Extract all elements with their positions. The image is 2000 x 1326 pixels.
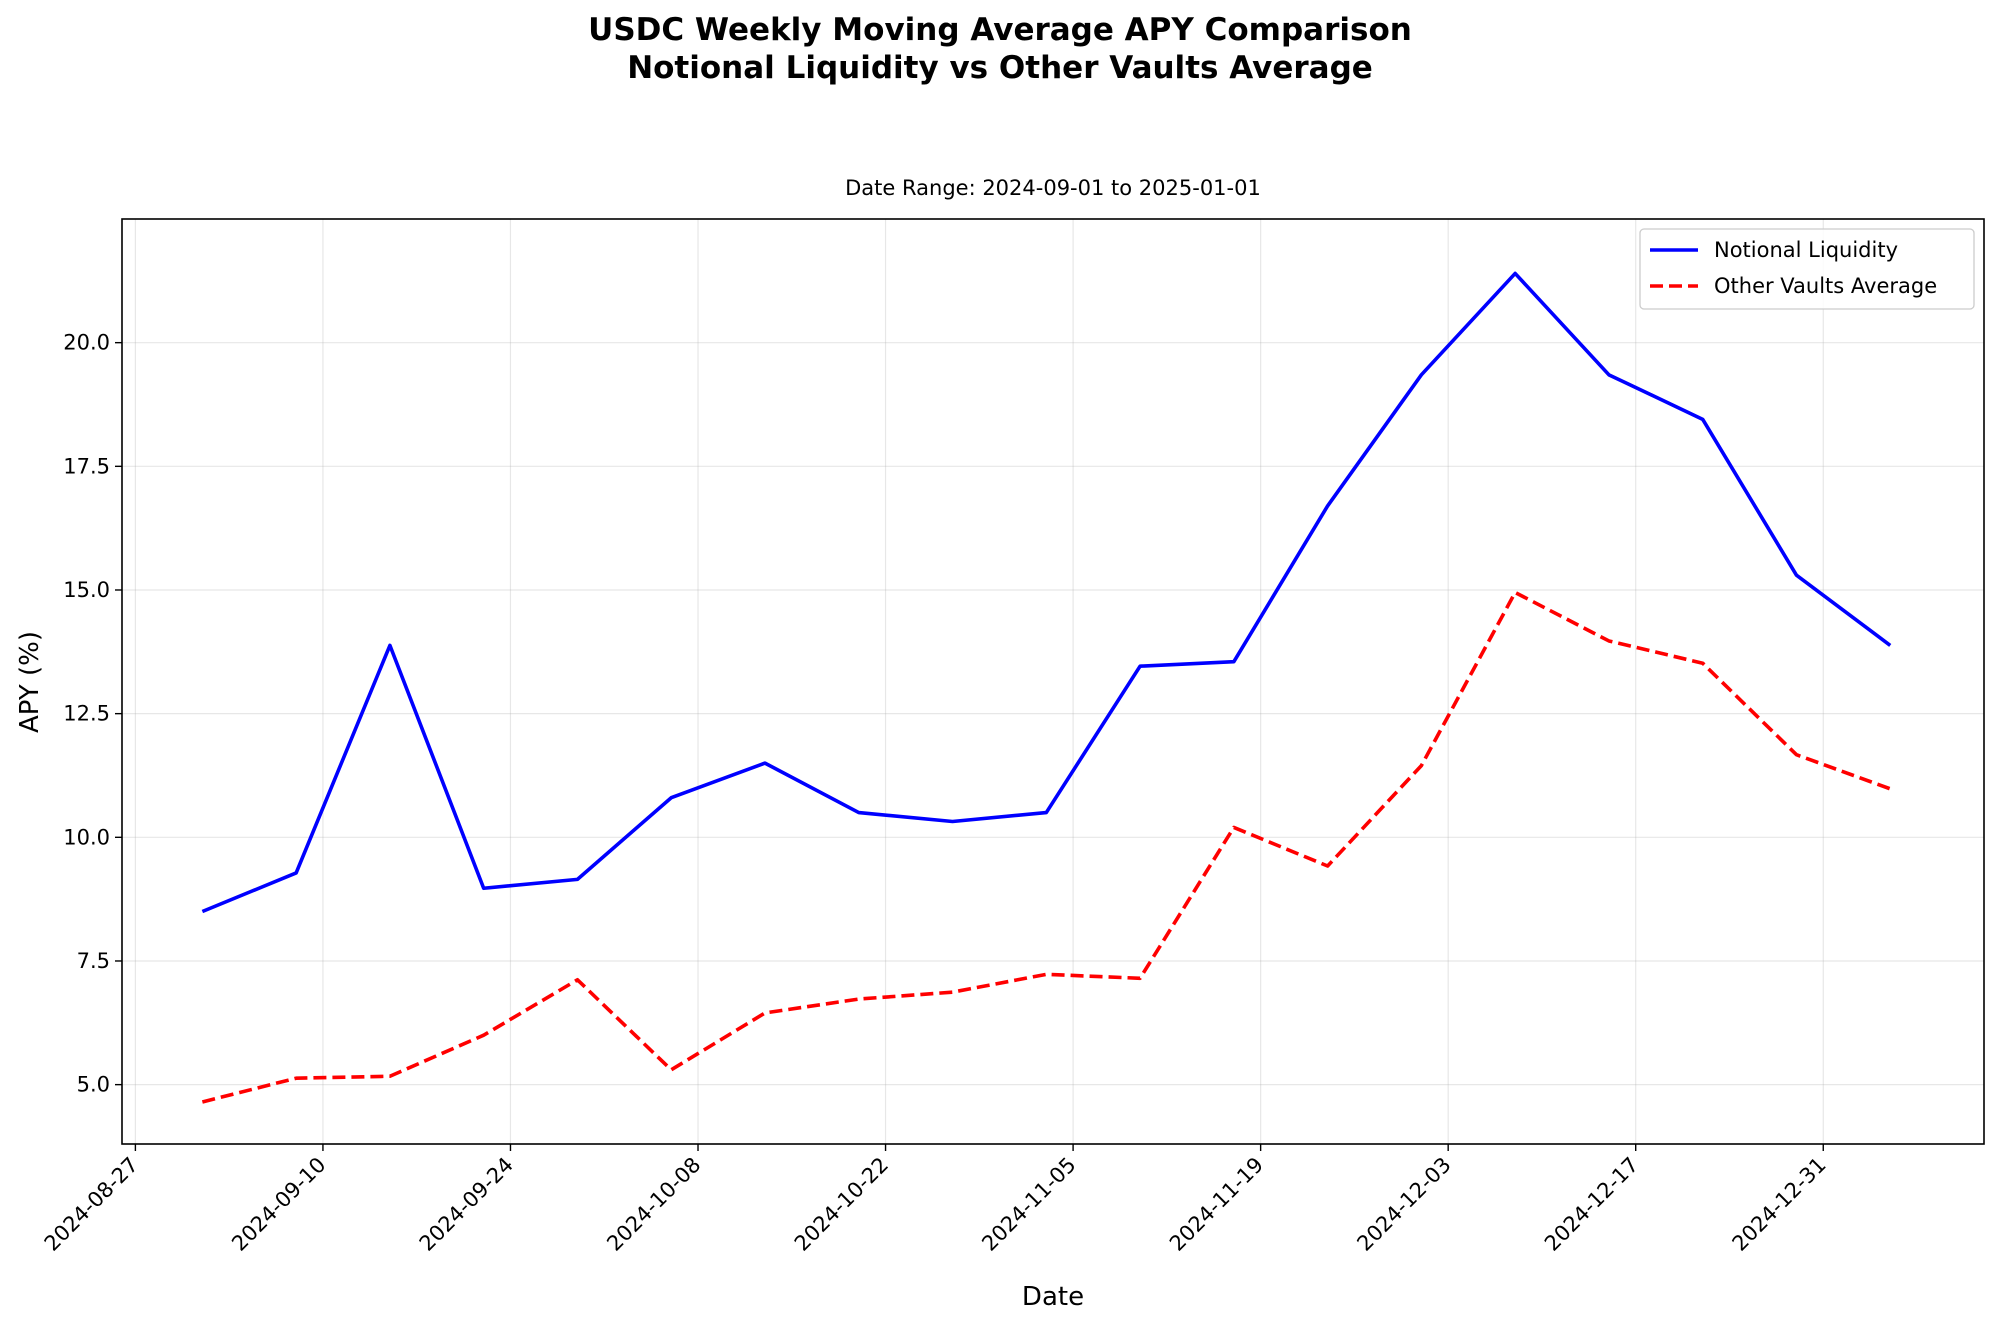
data-point-notional-liquidity [1701, 418, 1704, 421]
chart-title-line2: Notional Liquidity vs Other Vaults Avera… [627, 50, 1373, 86]
data-point-notional-liquidity [1232, 660, 1235, 663]
series-line-notional-liquidity [201, 271, 1892, 914]
data-point-other-vaults-average [576, 978, 579, 981]
legend-label-other-vaults-average: Other Vaults Average [1714, 274, 1937, 298]
data-point-other-vaults-average [201, 1100, 204, 1103]
axes-frame [121, 218, 1985, 1145]
legend-label-notional-liquidity: Notional Liquidity [1714, 238, 1898, 262]
grid-layer [122, 219, 1984, 1144]
data-point-other-vaults-average [670, 1068, 673, 1071]
data-point-other-vaults-average [763, 1011, 766, 1014]
x-axis-label: Date [1022, 1282, 1084, 1312]
data-point-other-vaults-average [1701, 662, 1704, 665]
legend: Notional Liquidity Other Vaults Average [1639, 228, 1975, 310]
data-point-other-vaults-average [1514, 591, 1517, 594]
data-point-notional-liquidity [1889, 644, 1892, 647]
data-point-notional-liquidity [857, 811, 860, 814]
data-point-notional-liquidity [482, 887, 485, 890]
data-point-other-vaults-average [857, 998, 860, 1001]
data-point-notional-liquidity [201, 910, 204, 913]
data-point-notional-liquidity [1326, 504, 1329, 507]
data-point-notional-liquidity [951, 820, 954, 823]
data-point-other-vaults-average [1326, 865, 1329, 868]
data-point-notional-liquidity [1420, 373, 1423, 376]
y-tick-label: 7.5 [77, 949, 110, 973]
data-point-notional-liquidity [576, 878, 579, 881]
chart-title: USDC Weekly Moving Average APY Compariso… [588, 12, 1412, 48]
data-point-notional-liquidity [670, 796, 673, 799]
data-point-notional-liquidity [388, 644, 391, 647]
data-point-other-vaults-average [1232, 826, 1235, 829]
data-point-other-vaults-average [295, 1077, 298, 1080]
data-point-other-vaults-average [1420, 764, 1423, 767]
y-tick-label: 10.0 [63, 825, 110, 849]
y-axis-label: APY (%) [15, 631, 45, 733]
data-point-notional-liquidity [1607, 373, 1610, 376]
y-tick-label: 5.0 [77, 1073, 110, 1097]
data-point-notional-liquidity [763, 762, 766, 765]
data-point-other-vaults-average [951, 991, 954, 994]
chart-subtitle: Date Range: 2024-09-01 to 2025-01-01 [845, 176, 1261, 200]
data-point-other-vaults-average [1795, 753, 1798, 756]
data-point-other-vaults-average [1607, 639, 1610, 642]
data-point-notional-liquidity [1514, 272, 1517, 275]
legend-box [1639, 228, 1975, 310]
data-point-notional-liquidity [1795, 574, 1798, 577]
data-point-notional-liquidity [1045, 811, 1048, 814]
y-tick-label: 17.5 [63, 454, 110, 478]
data-point-other-vaults-average [1139, 977, 1142, 980]
y-tick-label: 20.0 [63, 331, 110, 355]
series-line-other-vaults-average [201, 590, 1891, 1104]
y-tick-label: 12.5 [63, 702, 110, 726]
data-point-notional-liquidity [295, 871, 298, 874]
data-point-other-vaults-average [1045, 973, 1048, 976]
data-point-other-vaults-average [1889, 787, 1892, 790]
data-point-notional-liquidity [1139, 665, 1142, 668]
y-tick-label: 15.0 [63, 578, 110, 602]
series-layer [201, 271, 1892, 1104]
data-point-other-vaults-average [388, 1075, 391, 1078]
data-point-other-vaults-average [482, 1034, 485, 1037]
